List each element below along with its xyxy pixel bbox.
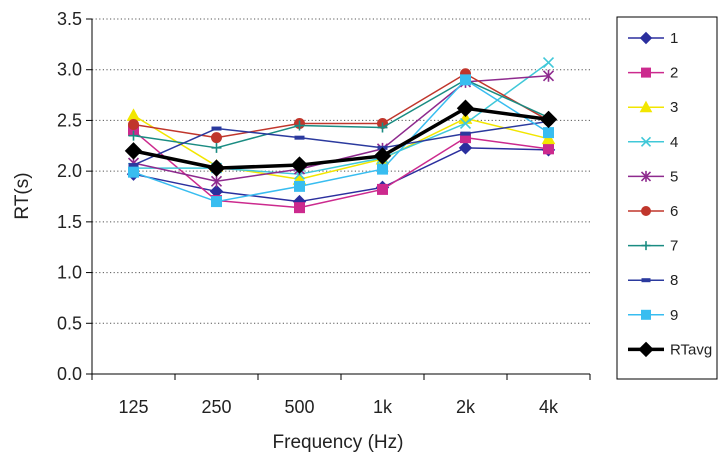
data-point-4 (542, 57, 555, 69)
x-tick-label: 4k (539, 397, 559, 417)
data-point-9 (211, 196, 222, 208)
x-tick-label: 250 (201, 397, 231, 417)
gridlines (92, 18, 590, 324)
series-RTavg (124, 99, 558, 177)
legend-marker (641, 241, 651, 251)
legend-label: 6 (670, 203, 678, 220)
legend-item-7: 7 (628, 238, 678, 255)
x-tick-labels: 125 250 500 1k 2k 4k (118, 397, 559, 417)
legend-item-RTavg: RTavg (628, 341, 712, 358)
legend-label: 2 (670, 65, 678, 82)
data-point-5 (210, 175, 223, 188)
series-line-RTavg (133, 106, 549, 170)
data-point-RTavg (207, 159, 226, 177)
data-point-RTavg (373, 147, 392, 165)
data-point-RTavg (124, 142, 143, 160)
axes (86, 18, 591, 380)
data-point-1 (458, 141, 473, 155)
data-point-9 (543, 127, 554, 139)
legend: 1 2 3 4 5 6 7 8 9 RTavg (616, 16, 718, 380)
legend-marker (641, 67, 651, 78)
y-tick-label: 3.5 (57, 9, 82, 29)
series-line-8 (133, 120, 549, 166)
series-line-9 (133, 79, 549, 203)
legend-label: 3 (670, 99, 678, 116)
legend-label: 9 (670, 307, 678, 324)
data-point-2 (294, 202, 305, 214)
legend-label: RTavg (670, 341, 712, 358)
x-tick-label: 500 (284, 397, 314, 417)
y-tick-label: 2.0 (57, 161, 82, 181)
data-point-6 (128, 118, 139, 130)
legend-item-9: 9 (628, 307, 678, 324)
legend-marker (641, 309, 651, 320)
legend-marker (640, 136, 652, 147)
series-group (124, 57, 558, 214)
data-point-7 (377, 122, 388, 133)
data-point-8 (211, 126, 222, 131)
legend-marker (641, 278, 651, 283)
y-tick-label: 3.0 (57, 60, 82, 80)
series-9 (128, 74, 554, 208)
legend-item-3: 3 (628, 99, 678, 116)
series-line-3 (133, 114, 549, 181)
x-axis-title: Frequency (Hz) (273, 432, 404, 453)
x-tick-label: 2k (456, 397, 476, 417)
y-tick-label: 0.5 (57, 313, 82, 333)
legend-item-1: 1 (628, 30, 678, 47)
data-point-7 (294, 120, 305, 131)
legend-marker (639, 100, 653, 113)
legend-item-4: 4 (628, 134, 678, 151)
data-point-7 (211, 142, 222, 153)
legend-label: 1 (670, 30, 678, 47)
legend-label: 5 (670, 168, 678, 185)
series-line-7 (133, 79, 549, 149)
legend-marker (639, 31, 653, 45)
data-point-5 (542, 69, 555, 82)
data-point-9 (294, 180, 305, 192)
data-point-2 (543, 143, 554, 155)
x-tick-label: 125 (118, 397, 148, 417)
y-tick-labels: 0.0 0.5 1.0 1.5 2.0 2.5 3.0 3.5 (57, 9, 82, 384)
data-point-2 (377, 183, 388, 195)
data-point-RTavg (290, 156, 309, 174)
y-tick-label: 1.5 (57, 212, 82, 232)
legend-label: 8 (670, 272, 678, 289)
legend-item-5: 5 (628, 168, 678, 185)
legend-marker (641, 206, 651, 216)
x-tick-label: 1k (373, 397, 393, 417)
series-line-6 (133, 73, 549, 139)
y-axis-title: RT(s) (12, 172, 33, 219)
y-tick-label: 2.5 (57, 110, 82, 130)
data-point-8 (460, 131, 471, 136)
data-point-3 (541, 131, 556, 145)
legend-item-6: 6 (628, 203, 678, 220)
y-tick-label: 0.0 (57, 364, 82, 384)
legend-box (616, 16, 718, 380)
data-point-6 (211, 132, 222, 144)
data-point-8 (294, 135, 305, 140)
series-line-4 (133, 62, 549, 175)
legend-marker (640, 170, 652, 182)
legend-marker (638, 341, 654, 358)
legend-label: 7 (670, 238, 678, 255)
series-line-2 (133, 129, 549, 209)
y-tick-label: 1.0 (57, 263, 82, 283)
data-point-4 (459, 117, 472, 130)
data-point-9 (460, 74, 471, 86)
legend-label: 4 (670, 134, 678, 151)
data-point-7 (128, 130, 139, 141)
data-point-9 (377, 163, 388, 175)
data-point-9 (128, 166, 139, 178)
data-point-3 (126, 108, 141, 121)
data-point-RTavg (539, 110, 558, 129)
legend-item-2: 2 (628, 65, 678, 82)
data-point-RTavg (456, 99, 475, 117)
data-point-8 (128, 163, 139, 168)
legend-item-8: 8 (628, 272, 678, 289)
